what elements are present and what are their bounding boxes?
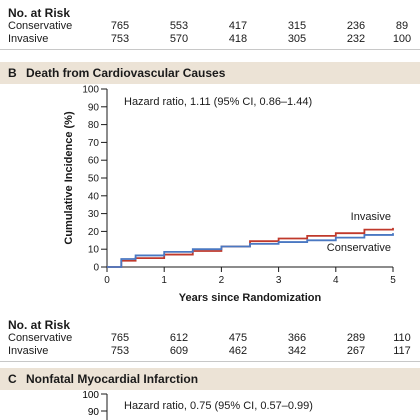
panel-b-title: Death from Cardiovascular Causes bbox=[26, 66, 226, 80]
divider bbox=[0, 361, 420, 362]
risk-value: 765 bbox=[110, 332, 130, 344]
risk-value: 366 bbox=[287, 332, 307, 344]
y-tick-label: 40 bbox=[88, 191, 100, 202]
x-tick-label: 1 bbox=[161, 275, 167, 286]
x-tick-label: 3 bbox=[276, 275, 282, 286]
risk-value: 100 bbox=[392, 33, 412, 45]
risk-value: 289 bbox=[346, 332, 366, 344]
risk-value: 232 bbox=[346, 33, 366, 45]
risk-value: 89 bbox=[395, 20, 409, 32]
y-axis-label: Cumulative Incidence (%) bbox=[63, 111, 75, 245]
risk-value: 475 bbox=[228, 332, 248, 344]
y-tick-label: 100 bbox=[82, 390, 99, 401]
risk-row-conservative: Conservative 765 553 417 315 236 89 bbox=[8, 20, 420, 33]
risk-value: 236 bbox=[346, 20, 366, 32]
panel-b-header: B Death from Cardiovascular Causes bbox=[0, 62, 420, 84]
x-tick-label: 5 bbox=[390, 275, 396, 286]
risk-table-b-title: No. at Risk bbox=[8, 318, 71, 332]
y-tick-label: 100 bbox=[82, 85, 99, 96]
risk-row-invasive: Invasive 753 570 418 305 232 100 bbox=[8, 33, 420, 46]
x-tick-label: 0 bbox=[104, 275, 110, 286]
risk-value: 553 bbox=[169, 20, 189, 32]
series-line-conservative bbox=[107, 233, 394, 268]
risk-value: 570 bbox=[169, 33, 189, 45]
y-tick-label: 30 bbox=[88, 209, 100, 220]
y-tick-label: 20 bbox=[88, 227, 100, 238]
risk-value: 305 bbox=[287, 33, 307, 45]
risk-row-label: Conservative bbox=[8, 20, 73, 32]
risk-row-label: Invasive bbox=[8, 33, 49, 45]
risk-row-invasive: Invasive 753 609 462 342 267 117 bbox=[8, 345, 420, 358]
panel-c-hazard-ratio: Hazard ratio, 0.75 (95% CI, 0.57–0.99) bbox=[124, 400, 313, 412]
risk-value: 612 bbox=[169, 332, 189, 344]
y-tick-label: 50 bbox=[88, 174, 100, 185]
mi-chart-partial: 100 90 bbox=[82, 390, 108, 420]
y-tick-label: 70 bbox=[88, 138, 100, 149]
panel-c-header: C Nonfatal Myocardial Infarction bbox=[0, 368, 420, 390]
risk-value: 117 bbox=[393, 345, 411, 357]
panel-b-letter: B bbox=[8, 66, 17, 80]
risk-value: 418 bbox=[228, 33, 248, 45]
risk-value: 753 bbox=[110, 345, 130, 357]
risk-value: 417 bbox=[228, 20, 248, 32]
risk-value: 110 bbox=[393, 332, 411, 344]
panel-c-title: Nonfatal Myocardial Infarction bbox=[26, 372, 199, 386]
x-axis-label: Years since Randomization bbox=[179, 292, 322, 304]
hazard-ratio-annotation: Hazard ratio, 1.11 (95% CI, 0.86–1.44) bbox=[124, 96, 312, 108]
risk-value: 609 bbox=[169, 345, 189, 357]
x-tick-label: 2 bbox=[219, 275, 225, 286]
series-label-invasive: Invasive bbox=[351, 211, 391, 223]
divider bbox=[0, 49, 420, 50]
y-tick-label: 80 bbox=[88, 120, 100, 131]
risk-value: 267 bbox=[346, 345, 366, 357]
risk-value: 765 bbox=[110, 20, 130, 32]
panel-c-letter: C bbox=[8, 372, 17, 386]
risk-row-label: Invasive bbox=[8, 345, 49, 357]
risk-table-title: No. at Risk bbox=[8, 6, 71, 20]
cv-death-chart: 0 10 20 30 40 50 60 70 80 90 100 0 1 2 3 4 5 Cumulative I… bbox=[63, 85, 396, 305]
y-tick-label: 90 bbox=[88, 102, 100, 113]
risk-value: 315 bbox=[287, 20, 307, 32]
risk-row-conservative: Conservative 765 612 475 366 289 110 bbox=[8, 332, 420, 345]
risk-row-label: Conservative bbox=[8, 332, 73, 344]
risk-value: 462 bbox=[228, 345, 248, 357]
y-tick-label: 60 bbox=[88, 156, 100, 167]
y-tick-label: 90 bbox=[88, 407, 100, 418]
series-label-conservative: Conservative bbox=[327, 242, 391, 254]
y-tick-label: 0 bbox=[93, 263, 99, 274]
risk-value: 753 bbox=[110, 33, 130, 45]
x-tick-label: 4 bbox=[333, 275, 339, 286]
y-tick-label: 10 bbox=[88, 245, 100, 256]
risk-value: 342 bbox=[287, 345, 307, 357]
